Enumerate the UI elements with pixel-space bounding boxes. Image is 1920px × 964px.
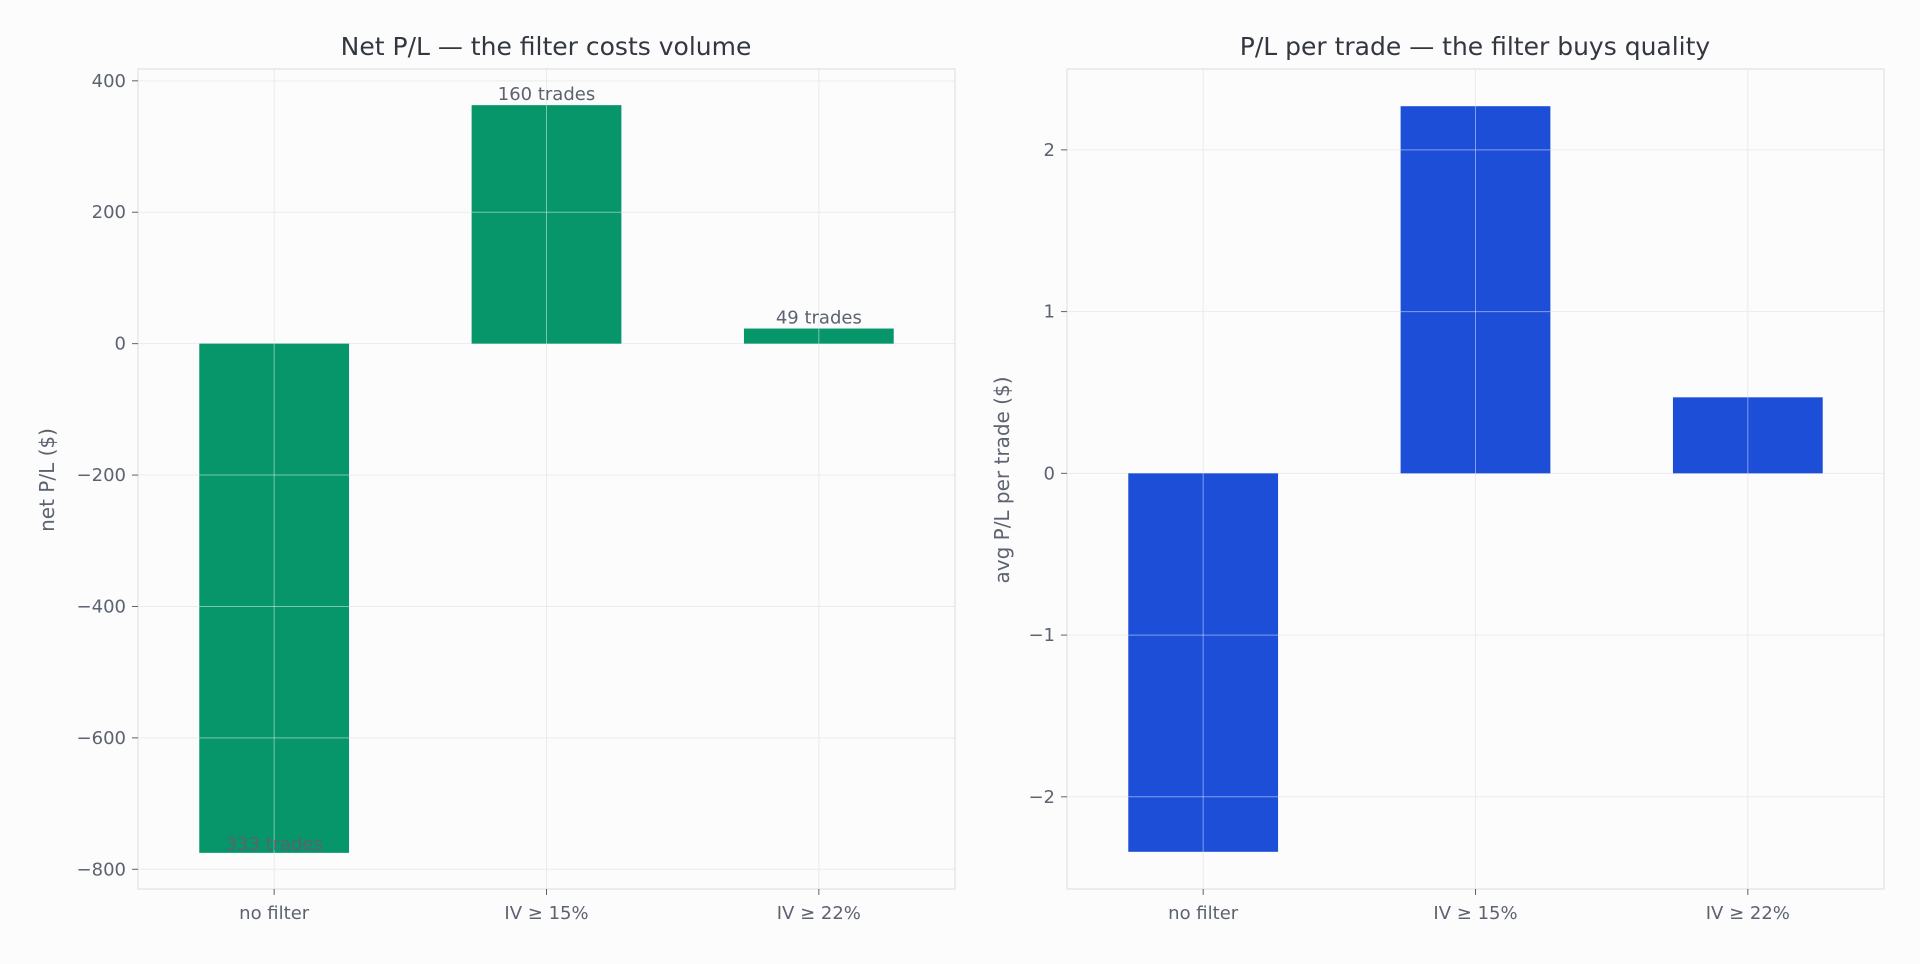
data-label: 49 trades xyxy=(776,308,862,329)
x-tick-label: IV ≥ 15% xyxy=(504,903,588,924)
y-tick-label: 2 xyxy=(1044,140,1055,161)
panel-net-pl: Net P/L — the filter costs volume net P/… xyxy=(35,32,956,924)
y-axis-label: avg P/L per trade ($) xyxy=(990,376,1014,583)
y-axis-label: net P/L ($) xyxy=(35,428,59,532)
chart-title: Net P/L — the filter costs volume xyxy=(341,32,752,61)
bar xyxy=(743,328,894,344)
y-tick-label: 0 xyxy=(115,334,126,355)
y-tick-label: −600 xyxy=(77,728,126,749)
bar xyxy=(199,343,350,853)
data-label: 160 trades xyxy=(498,84,595,105)
y-tick-label: 400 xyxy=(92,71,126,92)
bar xyxy=(1672,397,1823,474)
y-tick-label: −2 xyxy=(1028,787,1055,808)
bar xyxy=(1128,473,1279,852)
x-tick-label: IV ≥ 15% xyxy=(1433,903,1517,924)
y-tick-label: −400 xyxy=(77,596,126,617)
x-tick-label: IV ≥ 22% xyxy=(1706,903,1790,924)
y-tick-label: 0 xyxy=(1044,463,1055,484)
data-label: 333 trades xyxy=(225,834,322,855)
chart-title: P/L per trade — the filter buys quality xyxy=(1240,32,1711,61)
y-tick-label: −200 xyxy=(77,465,126,486)
x-tick-label: no filter xyxy=(1168,903,1239,924)
y-tick-label: 1 xyxy=(1044,302,1055,323)
x-tick-label: IV ≥ 22% xyxy=(777,903,861,924)
bar xyxy=(471,105,622,344)
x-tick-label: no filter xyxy=(239,903,310,924)
y-tick-label: 200 xyxy=(92,202,126,223)
panel-pl-per-trade: P/L per trade — the filter buys quality … xyxy=(990,32,1885,924)
y-tick-label: −1 xyxy=(1028,625,1055,646)
y-tick-label: −800 xyxy=(77,859,126,880)
bar xyxy=(1400,106,1551,474)
